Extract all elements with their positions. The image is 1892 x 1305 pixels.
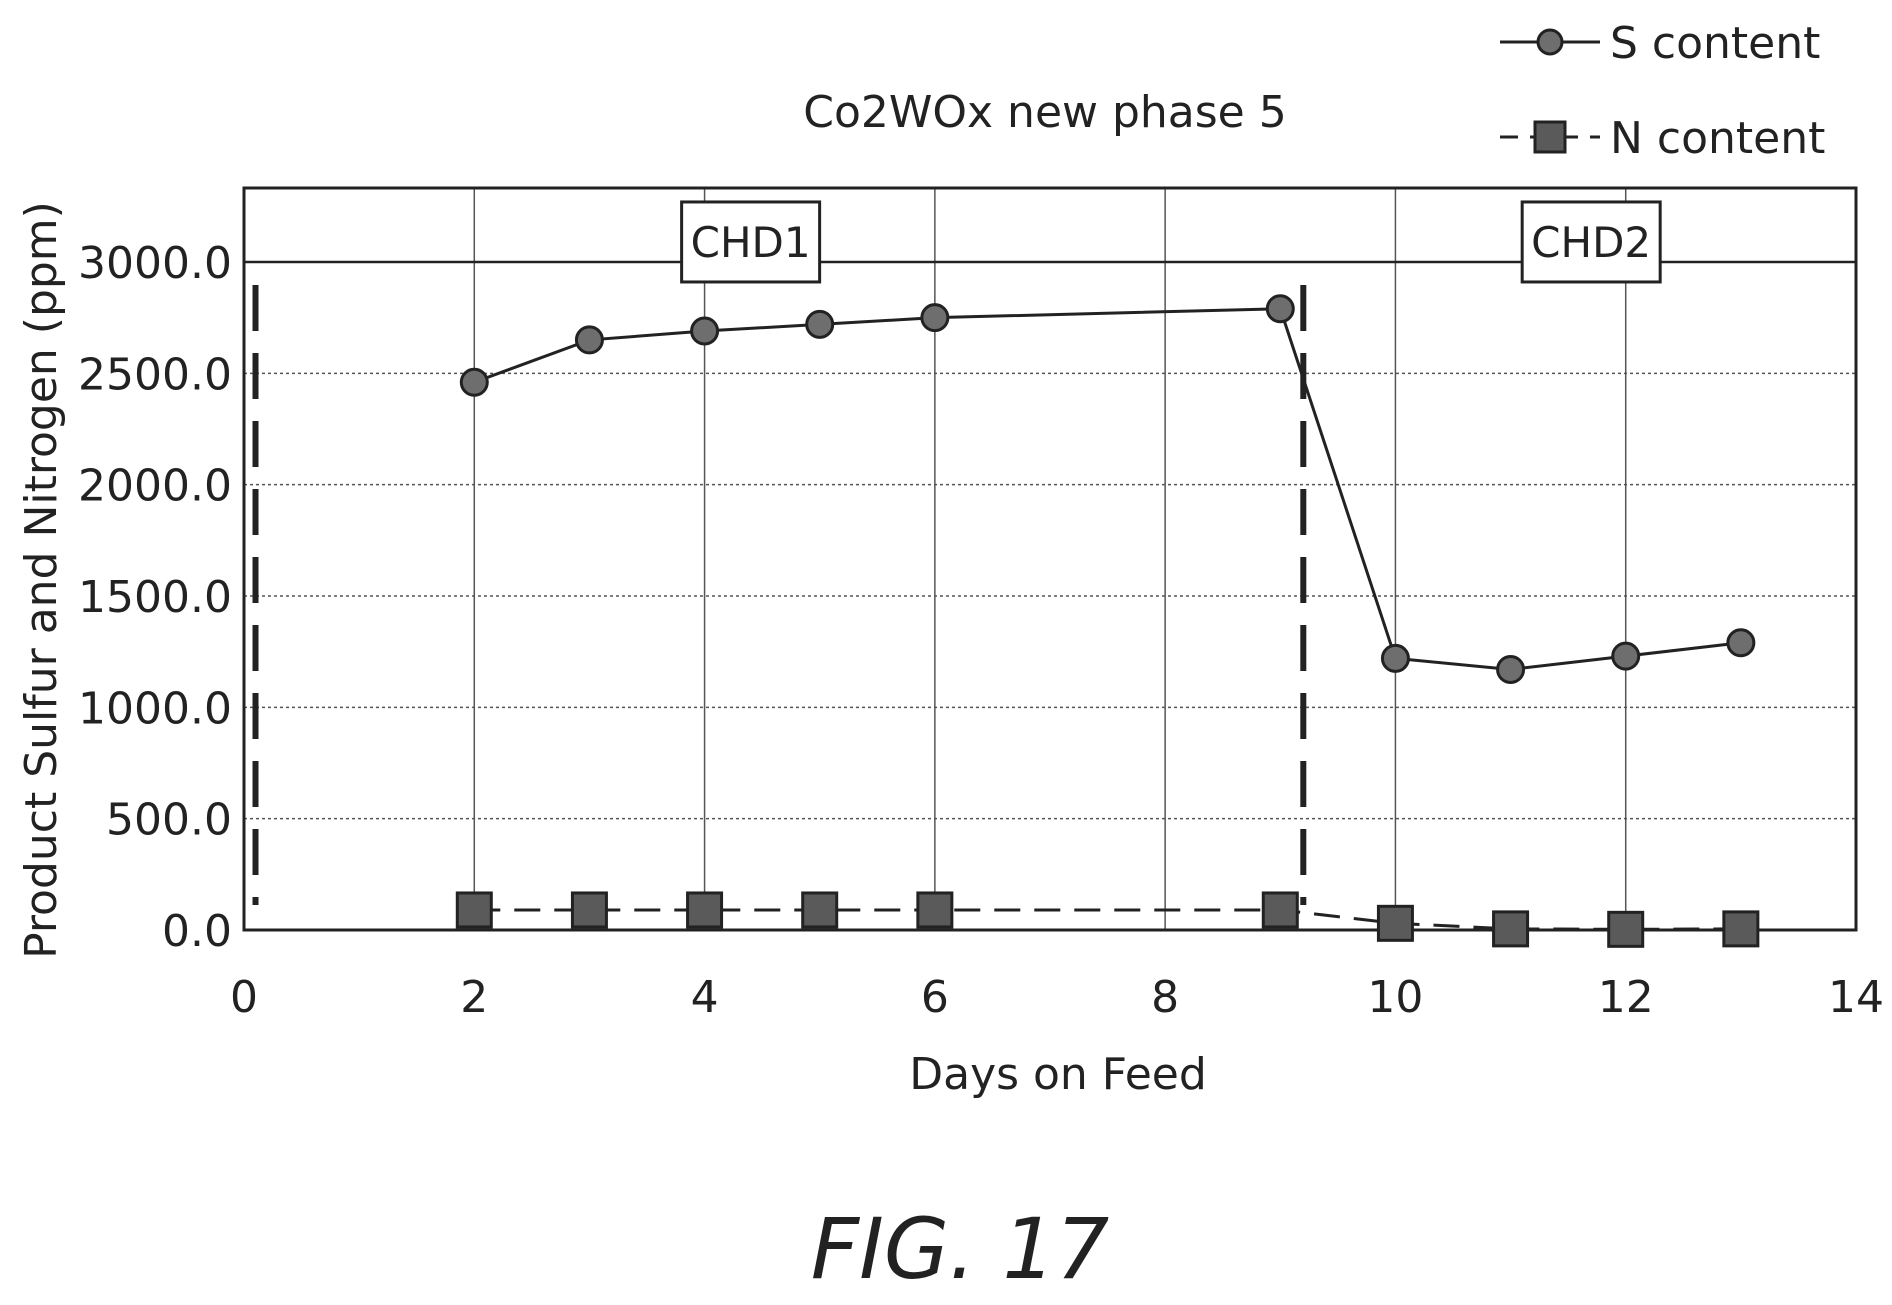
y-tick-label-5: 2500.0 <box>78 349 232 400</box>
data-point-s-9 <box>1726 628 1756 658</box>
legend: S content N content <box>1500 18 1825 164</box>
y-tick-labels: 0.0 500.0 1000.0 1500.0 2000.0 2500.0 3000.0 <box>78 238 232 957</box>
legend-label-0: S content <box>1610 18 1820 69</box>
data-point-s-5 <box>1265 294 1295 324</box>
x-tick-label-6: 12 <box>1598 972 1654 1023</box>
x-tick-label-5: 10 <box>1367 972 1423 1023</box>
legend-label-1: N content <box>1610 113 1825 164</box>
x-tick-label-2: 4 <box>691 972 719 1023</box>
y-tick-label-2: 1000.0 <box>78 683 232 734</box>
series-line-1 <box>474 908 1741 931</box>
annotation-box-0 <box>680 200 822 284</box>
data-point-s-6 <box>1380 643 1410 673</box>
x-axis-label: Days on Feed <box>909 1049 1207 1100</box>
data-point-n-4 <box>916 891 954 929</box>
annotation-box-1 <box>1520 200 1662 284</box>
x-tick-label-0: 0 <box>230 972 258 1023</box>
data-point-n-3 <box>801 891 839 929</box>
figure-label: FIG. 17 <box>811 1200 1109 1298</box>
data-point-s-4 <box>920 303 950 333</box>
y-tick-label-3: 1500.0 <box>78 572 232 623</box>
y-axis-label: Product Sulfur and Nitrogen (ppm) <box>16 201 67 959</box>
chart-title: Co2WOx new phase 5 <box>803 87 1286 138</box>
x-tick-labels: 0 2 4 6 8 10 12 14 <box>230 972 1884 1023</box>
plot-frame <box>242 186 1858 932</box>
data-point-s-8 <box>1611 641 1641 671</box>
data-point-s-0 <box>459 367 489 397</box>
x-tick-label-3: 6 <box>921 972 949 1023</box>
series-layer <box>455 294 1760 948</box>
legend-marker-1 <box>1533 120 1567 154</box>
y-tick-label-4: 2000.0 <box>78 461 232 512</box>
data-point-n-5 <box>1261 891 1299 929</box>
x-tick-label-4: 8 <box>1151 972 1179 1023</box>
vertical-markers <box>252 285 1307 905</box>
data-point-s-2 <box>690 316 720 346</box>
annotation-label-1: CHD2 <box>1531 218 1651 267</box>
grid <box>243 188 1857 931</box>
x-tick-label-1: 2 <box>460 972 488 1023</box>
data-point-n-7 <box>1492 910 1530 948</box>
data-point-s-7 <box>1496 654 1526 684</box>
data-point-s-1 <box>574 325 604 355</box>
x-tick-label-7: 14 <box>1828 972 1884 1023</box>
data-point-n-1 <box>570 891 608 929</box>
annotation-label-0: CHD1 <box>691 218 811 267</box>
data-point-n-6 <box>1376 904 1414 942</box>
y-tick-label-6: 3000.0 <box>78 238 232 289</box>
series-line-0 <box>473 307 1742 671</box>
legend-marker-0 <box>1536 28 1564 56</box>
y-tick-label-1: 500.0 <box>106 795 232 846</box>
y-tick-label-0: 0.0 <box>162 906 232 957</box>
data-point-s-3 <box>805 309 835 339</box>
data-point-n-2 <box>686 891 724 929</box>
region-annotations: CHD1 CHD2 <box>680 200 1662 284</box>
data-point-n-0 <box>455 891 493 929</box>
data-point-n-8 <box>1607 910 1645 948</box>
data-point-n-9 <box>1722 910 1760 948</box>
